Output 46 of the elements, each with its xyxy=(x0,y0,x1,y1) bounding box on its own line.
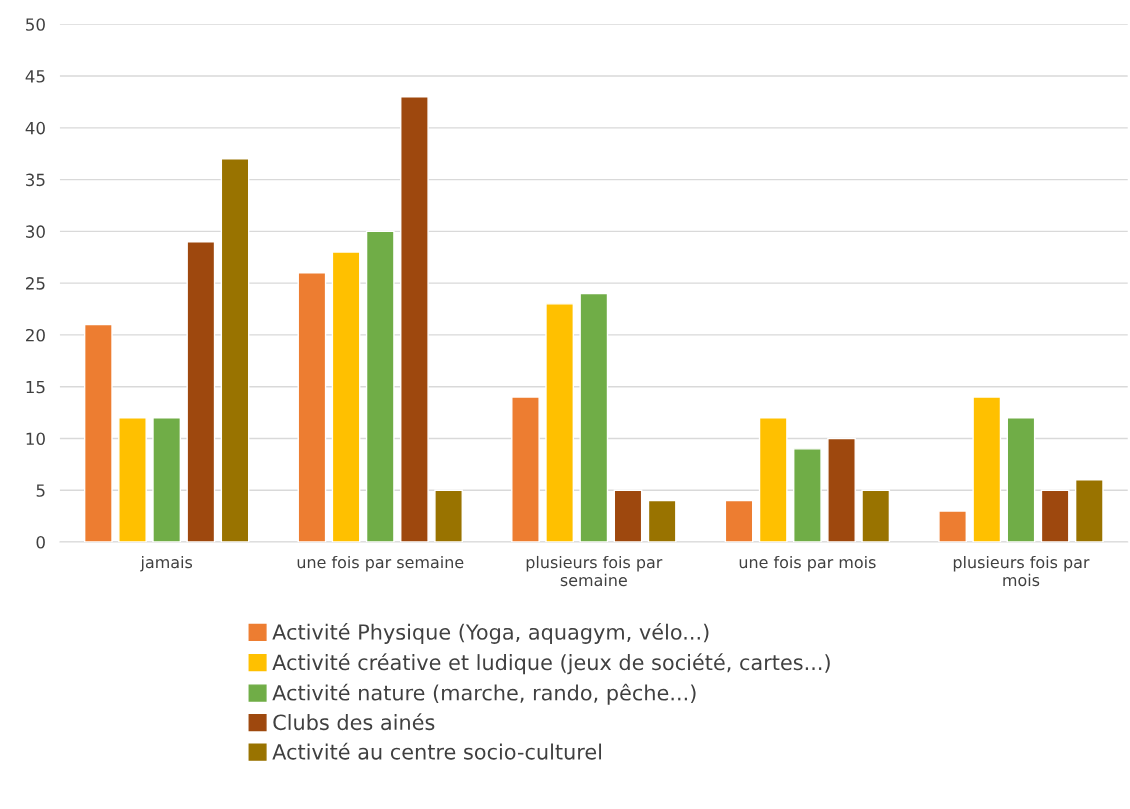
y-tick-label: 5 xyxy=(36,484,45,497)
bar xyxy=(827,437,856,543)
y-tick-label: 15 xyxy=(26,380,45,394)
bar xyxy=(758,417,788,543)
bar xyxy=(365,230,395,543)
bar xyxy=(331,251,361,543)
bar xyxy=(297,272,327,543)
y-tick-label: 40 xyxy=(25,121,45,135)
bar xyxy=(1040,489,1070,543)
y-tick-label: 10 xyxy=(26,432,45,446)
legend-label: Clubs des ainés xyxy=(273,713,435,731)
bar xyxy=(152,417,182,543)
bar xyxy=(613,489,643,543)
y-tick-label: 45 xyxy=(25,70,45,83)
y-tick-label: 50 xyxy=(26,18,45,31)
x-tick-label: une fois par mois xyxy=(739,555,876,572)
legend-label: Activité Physique (Yoga, aquagym, vélo...) xyxy=(272,622,709,644)
y-tick-label: 25 xyxy=(26,277,45,290)
x-tick-label: jamais xyxy=(140,555,193,572)
bar xyxy=(186,241,216,543)
bar xyxy=(579,292,609,543)
bar xyxy=(511,396,540,543)
bar xyxy=(118,417,147,543)
x-tick-label: plusieurs fois par semaine xyxy=(526,555,663,587)
y-tick-label: 20 xyxy=(26,328,45,342)
bar xyxy=(1074,479,1104,543)
legend-label: Activité nature (marche, rando, pêche...) xyxy=(272,683,696,705)
bar xyxy=(1006,417,1036,543)
bar xyxy=(647,499,677,543)
bar xyxy=(793,448,822,543)
x-tick-label: plusieurs fois par mois xyxy=(953,555,1090,587)
legend-label: Activité au centre socio-culturel xyxy=(272,742,602,760)
bar xyxy=(400,96,429,543)
bar xyxy=(938,510,967,543)
y-tick-label: 0 xyxy=(36,535,45,549)
bar xyxy=(972,396,1002,543)
bar xyxy=(724,499,754,543)
y-tick-label: 30 xyxy=(26,225,45,238)
x-tick-label: une fois par semaine xyxy=(297,555,464,572)
bar xyxy=(434,489,463,543)
bar xyxy=(83,323,113,543)
y-tick-label: 35 xyxy=(26,173,45,187)
bar xyxy=(861,489,891,543)
bar xyxy=(545,303,575,543)
legend-label: Activité créative et ludique (jeux de société, cartes...) xyxy=(272,653,830,675)
bar xyxy=(220,158,250,543)
